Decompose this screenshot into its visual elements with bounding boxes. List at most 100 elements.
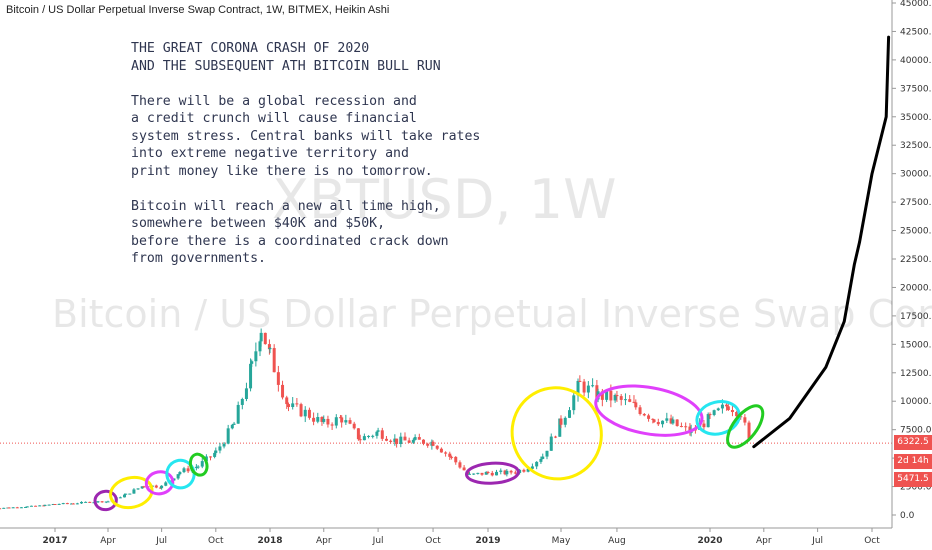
candle-body: [15, 507, 19, 509]
candle-body: [42, 505, 46, 507]
candle-body: [123, 494, 127, 498]
candle-body: [47, 504, 51, 506]
x-tick-label: Jul: [811, 536, 823, 546]
candle-body: [268, 348, 272, 350]
candle-body: [356, 428, 360, 440]
chart-title[interactable]: Bitcoin / US Dollar Perpetual Inverse Sw…: [6, 4, 390, 16]
candle-body: [706, 414, 710, 428]
candle-body: [623, 399, 627, 401]
candle-body: [65, 503, 69, 505]
candle-body: [249, 363, 253, 389]
candle-body: [88, 501, 92, 503]
x-tick-label: 2018: [257, 536, 282, 546]
candle-body: [450, 456, 454, 458]
last-price-badge: 6322.5: [894, 435, 932, 450]
candle-body: [605, 390, 609, 400]
y-tick-label: 30000.0: [900, 170, 932, 180]
candle-body: [24, 506, 28, 508]
candle-body: [735, 412, 739, 417]
candle-body: [178, 472, 182, 475]
candle-body: [80, 501, 84, 504]
y-tick-label: 0.0: [900, 511, 915, 521]
candle-body: [444, 452, 448, 454]
candle-body: [375, 431, 379, 436]
x-tick-label: 2017: [42, 536, 67, 546]
candle-body: [535, 461, 539, 467]
candle-body: [652, 419, 656, 423]
candle-body: [104, 501, 108, 503]
candle-body: [656, 422, 660, 425]
candle-body: [132, 489, 136, 494]
candle-body: [615, 394, 619, 397]
candle-body: [230, 424, 234, 429]
candle-body: [413, 437, 417, 440]
candle-body: [334, 417, 338, 426]
candle-body: [586, 385, 590, 393]
candle-body: [84, 501, 88, 503]
candle-body: [712, 410, 716, 415]
candle-body: [439, 448, 443, 453]
candle-body: [747, 422, 751, 439]
candle-body: [320, 417, 324, 422]
y-tick-label: 37500.0: [900, 84, 932, 94]
candle-body: [236, 404, 240, 424]
highlight-purple-ellipse: [93, 489, 118, 512]
candle-body: [462, 467, 466, 471]
watermark-symbol: XBTUSD, 1W: [272, 168, 617, 231]
candle-body: [303, 409, 307, 417]
candle-body: [0, 508, 2, 510]
candle-body: [259, 332, 263, 342]
y-tick-label: 42500.0: [900, 27, 932, 37]
candle-body: [164, 482, 168, 486]
candle-body: [25, 506, 29, 508]
candle-body: [591, 385, 595, 387]
candle-body: [176, 474, 180, 479]
candle-body: [431, 441, 435, 446]
y-tick-label: 35000.0: [900, 113, 932, 123]
candle-body: [486, 471, 490, 473]
highlight-pink-ellipse: [594, 384, 704, 437]
candle-body: [726, 406, 730, 410]
highlight-green-ellipse: [726, 404, 765, 449]
x-tick-label: Apr: [100, 536, 116, 546]
candle-body: [609, 390, 613, 401]
candle-body: [708, 414, 712, 416]
candle-body: [38, 505, 42, 507]
y-tick-label: 22500.0: [900, 255, 932, 265]
candle-body: [725, 404, 729, 407]
candle-body: [240, 398, 244, 405]
candle-body: [632, 401, 636, 403]
candle-body: [29, 505, 33, 507]
candle-body: [435, 445, 439, 449]
candle-body: [522, 469, 526, 472]
candle-body: [226, 428, 230, 444]
candle-body: [291, 403, 295, 408]
candle-body: [526, 468, 530, 472]
candle-body: [182, 468, 186, 473]
x-tick-label: Oct: [864, 536, 880, 546]
highlight-green-ellipse: [188, 452, 209, 477]
candle-body: [326, 418, 330, 425]
highlight-cyan-ellipse: [695, 400, 741, 436]
candle-body: [53, 504, 57, 506]
candle-body: [281, 384, 285, 398]
candle-body: [458, 462, 462, 468]
x-tick-label: Aug: [608, 536, 626, 546]
candle-body: [11, 507, 15, 509]
y-tick-label: 7500.0: [900, 426, 932, 436]
candle-body: [393, 438, 397, 442]
candle-body: [209, 456, 213, 458]
candle-body: [669, 418, 673, 424]
candle-body: [730, 409, 734, 413]
candle-body: [316, 417, 320, 422]
candle-body: [505, 470, 509, 475]
candles: [0, 328, 751, 510]
candle-body: [358, 439, 362, 441]
candle-body: [272, 348, 276, 373]
y-tick-label: 32500.0: [900, 141, 932, 151]
candle-body: [619, 396, 623, 400]
candle-body: [702, 423, 706, 428]
countdown-badge: 2d 14h: [894, 454, 932, 469]
candle-body: [513, 472, 517, 474]
candle-body: [499, 470, 503, 472]
